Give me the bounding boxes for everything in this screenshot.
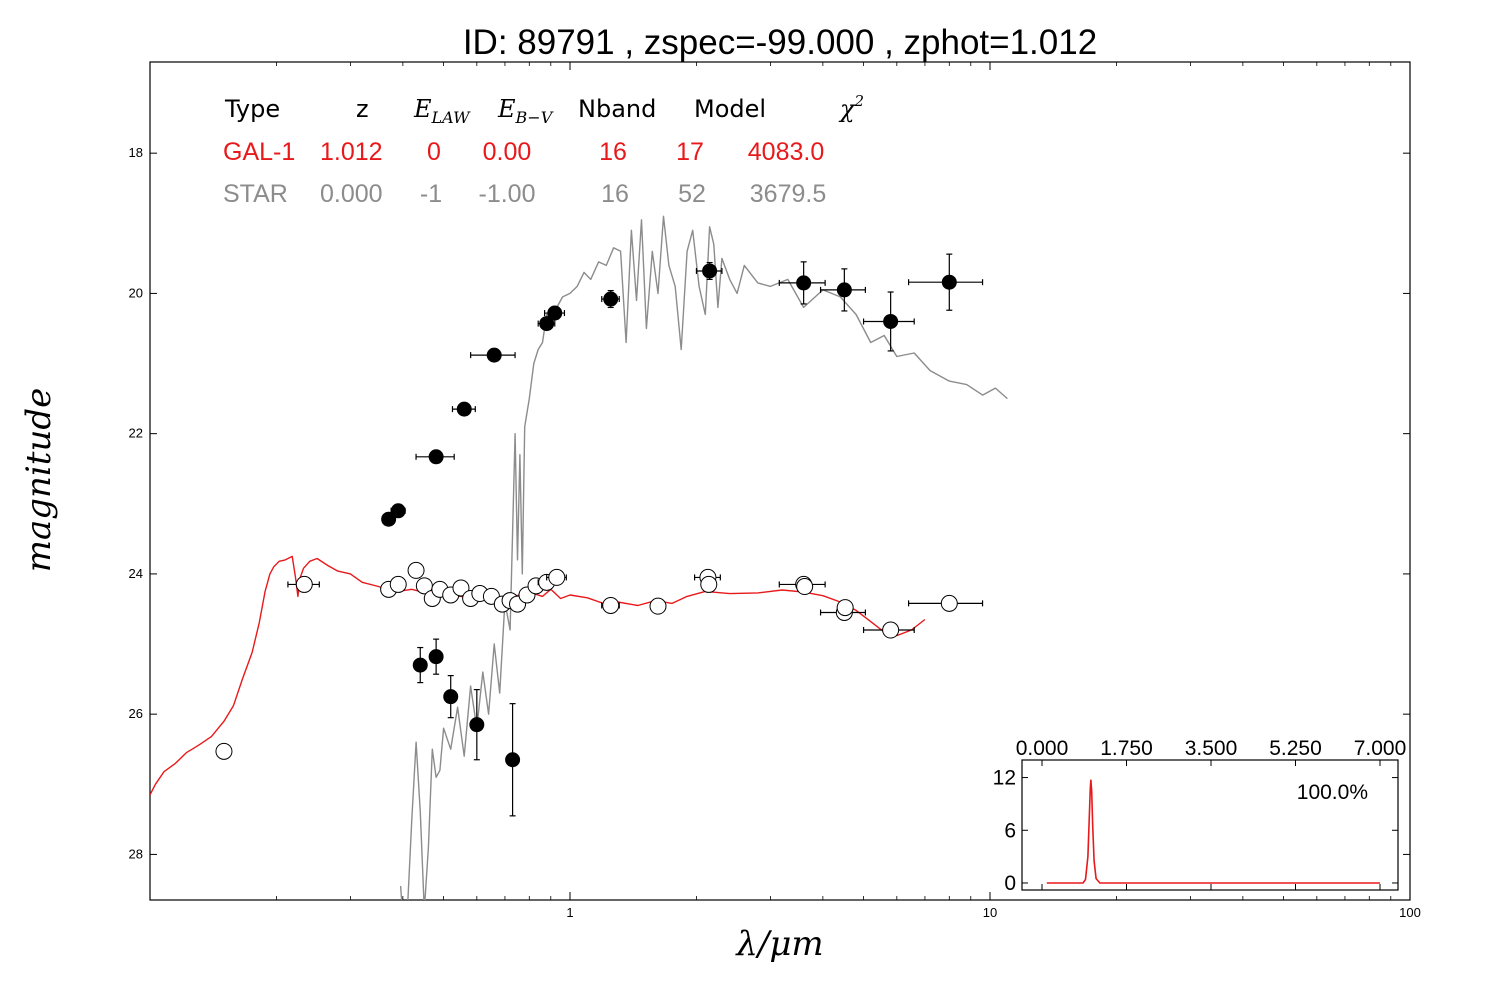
observed-point bbox=[505, 703, 521, 817]
observed-point bbox=[543, 305, 566, 321]
y-tick-label: 20 bbox=[129, 285, 143, 300]
y-tick-label: 28 bbox=[129, 846, 143, 861]
star-nband: 16 bbox=[601, 180, 629, 208]
observed-point bbox=[907, 253, 984, 311]
observed-point bbox=[601, 290, 620, 309]
x-axis-label: λ/μm bbox=[734, 924, 823, 964]
model-point bbox=[836, 599, 854, 617]
chart-title: ID: 89791 , zspec=-99.000 , zphot=1.012 bbox=[463, 23, 1097, 62]
star-z: 0.000 bbox=[320, 180, 383, 208]
galaxy-name: GAL-1 bbox=[223, 138, 295, 166]
y-tick-label: 26 bbox=[129, 706, 143, 721]
y-tick-label: 24 bbox=[129, 566, 143, 581]
observed-point bbox=[470, 347, 516, 363]
fit-row-galaxy: GAL-1 1.012 0 0.00 16 17 4083.0 bbox=[223, 138, 824, 166]
pdf-inset-plot-area bbox=[1046, 779, 1380, 884]
star-chi2: 3679.5 bbox=[750, 180, 826, 208]
header-nband: Nband bbox=[578, 95, 656, 123]
pdf-x-tick-label: 3.500 bbox=[1185, 737, 1238, 760]
main-plot-frame bbox=[149, 61, 1411, 901]
galaxy-elaw: 0 bbox=[427, 138, 441, 166]
star-elaw: -1 bbox=[420, 180, 442, 208]
fit-info-header: Type z ELAW EB−V Nband Model χ2 bbox=[224, 92, 864, 127]
observed-point bbox=[695, 261, 723, 280]
fit-info-table: Type z ELAW EB−V Nband Model χ2 GAL-1 1.… bbox=[223, 92, 864, 208]
x-tick-label: 100 bbox=[1399, 905, 1421, 920]
header-z: z bbox=[356, 95, 369, 123]
pdf-y-tick-label: 12 bbox=[993, 767, 1016, 790]
observed-point bbox=[862, 291, 915, 352]
header-ebv: EB−V bbox=[497, 95, 554, 127]
observed-point bbox=[778, 261, 826, 305]
star-model: 52 bbox=[678, 180, 706, 208]
model-point bbox=[389, 575, 407, 593]
galaxy-chi2: 4083.0 bbox=[748, 138, 824, 166]
model-point bbox=[649, 597, 667, 615]
observed-point bbox=[412, 646, 428, 684]
model-point bbox=[862, 621, 915, 639]
model-point bbox=[601, 596, 620, 614]
star-sed-line bbox=[399, 215, 1008, 900]
pdf-inset-ticks: 0.000 1.750 3.500 5.250 7.000 0 6 12 bbox=[993, 737, 1407, 895]
y-tick-label: 18 bbox=[129, 145, 143, 160]
x-tick-label: 1 bbox=[566, 905, 573, 920]
observed-point bbox=[451, 401, 476, 417]
galaxy-nband: 16 bbox=[599, 138, 627, 166]
pdf-probability-label: 100.0% bbox=[1297, 781, 1368, 804]
star-ebv: -1.00 bbox=[479, 180, 536, 208]
observed-point bbox=[415, 449, 455, 465]
pdf-curve bbox=[1046, 779, 1380, 884]
star-name: STAR bbox=[223, 180, 288, 208]
pdf-y-tick-label: 6 bbox=[1004, 819, 1016, 842]
pdf-x-tick-label: 5.250 bbox=[1269, 737, 1322, 760]
pdf-inset-background bbox=[1021, 759, 1399, 891]
pdf-inset: 0.000 1.750 3.500 5.250 7.000 0 6 12 100.0% bbox=[993, 737, 1407, 895]
y-axis-label: magnitude bbox=[19, 388, 59, 573]
pdf-x-tick-label: 0.000 bbox=[1016, 737, 1069, 760]
observed-point bbox=[469, 689, 485, 761]
fit-row-star: STAR 0.000 -1 -1.00 16 52 3679.5 bbox=[223, 180, 826, 208]
observed-point bbox=[537, 316, 556, 332]
model-point bbox=[407, 561, 425, 579]
observed-point bbox=[428, 638, 444, 675]
y-tick-label: 22 bbox=[129, 426, 143, 441]
galaxy-z: 1.012 bbox=[320, 138, 383, 166]
pdf-x-tick-label: 1.750 bbox=[1100, 737, 1153, 760]
galaxy-ebv: 0.00 bbox=[483, 138, 532, 166]
x-tick-label: 10 bbox=[983, 905, 997, 920]
header-elaw: ELAW bbox=[413, 95, 471, 127]
galaxy-model: 17 bbox=[676, 138, 704, 166]
header-model: Model bbox=[694, 95, 766, 123]
main-axis-ticks: 18 20 22 24 26 28 1 10 100 bbox=[129, 62, 1421, 920]
model-point bbox=[546, 568, 567, 586]
model-point bbox=[796, 578, 814, 596]
model-point bbox=[700, 575, 718, 593]
pdf-y-tick-label: 0 bbox=[1004, 872, 1016, 895]
pdf-x-tick-label: 7.000 bbox=[1354, 737, 1407, 760]
main-plot-area bbox=[150, 215, 1008, 900]
observed-point bbox=[819, 268, 866, 312]
header-chi2: χ2 bbox=[838, 92, 864, 123]
model-point bbox=[287, 575, 320, 593]
model-point bbox=[907, 594, 984, 612]
header-type: Type bbox=[224, 95, 280, 123]
observed-point bbox=[443, 674, 459, 719]
observed-point bbox=[390, 503, 406, 519]
model-point bbox=[452, 579, 470, 597]
model-point bbox=[215, 742, 233, 760]
